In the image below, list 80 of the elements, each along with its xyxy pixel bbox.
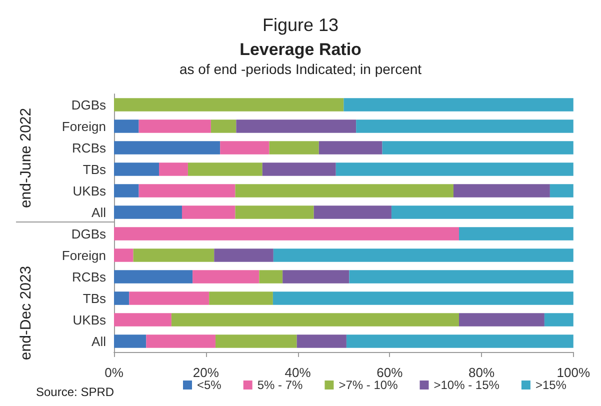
bar: [133, 248, 214, 262]
bar: [262, 162, 336, 176]
bar: [296, 334, 346, 348]
bar: [114, 206, 182, 219]
bar: [114, 334, 146, 348]
y-tick-label: UKBs: [72, 312, 106, 328]
chart-title: Leverage Ratio: [240, 40, 362, 59]
bar: [273, 248, 574, 262]
bar: [146, 334, 216, 348]
bar: [138, 184, 236, 198]
bar: [114, 227, 459, 240]
bar: [114, 141, 220, 154]
bar: [236, 120, 356, 133]
bar: [114, 248, 134, 262]
y-tick-label: RCBs: [72, 269, 106, 284]
bar: [114, 184, 139, 198]
bar: [216, 334, 297, 348]
bar: [114, 270, 193, 284]
bar: [235, 206, 314, 219]
bar: [114, 120, 139, 133]
x-tick-label: 0%: [104, 365, 124, 380]
y-tick-label: RCBs: [72, 140, 106, 156]
chart-subtitle: as of end -periods Indicated; in percent: [179, 61, 422, 77]
bar: [550, 184, 574, 198]
legend-label: >7% - 10%: [338, 378, 398, 392]
bar: [188, 162, 262, 176]
legend-label: <5%: [197, 378, 222, 392]
bar: [269, 141, 319, 154]
bar: [114, 162, 160, 176]
legend-label: 5% - 7%: [257, 378, 304, 392]
bar: [544, 313, 574, 326]
bar: [458, 313, 544, 326]
bar: [182, 206, 236, 219]
bar: [336, 162, 574, 176]
text: end-June 2022: [18, 108, 34, 208]
y-tick-label: TBs: [82, 290, 106, 306]
legend-label: >15%: [535, 378, 567, 392]
bar: [214, 248, 274, 262]
bar: [114, 292, 130, 305]
y-tick-label: All: [92, 334, 106, 349]
y-tick-label: UKBs: [72, 183, 106, 198]
caption: Figure 13: [262, 15, 339, 35]
source-note: Source: SPRD: [36, 385, 114, 399]
bar: [159, 162, 188, 176]
bar: [356, 120, 574, 133]
bar: [129, 292, 210, 305]
y-tick-label: Foreign: [62, 118, 106, 134]
bar: [220, 141, 270, 154]
bar: [453, 184, 550, 198]
bar: [171, 313, 459, 326]
y-tick-label: All: [92, 204, 106, 220]
bar: [235, 184, 454, 198]
bar: [209, 292, 273, 305]
x-tick-label: 80%: [468, 365, 495, 380]
y-tick-label: TBs: [82, 162, 106, 177]
y-tick-label: Foreign: [62, 248, 106, 263]
x-tick-label: 60%: [376, 365, 404, 380]
x-tick-label: 40%: [284, 365, 312, 380]
y-tick-label: DGBs: [71, 226, 106, 242]
bar: [259, 270, 283, 284]
bar: [318, 141, 382, 154]
bar: [391, 206, 574, 219]
y-tick-label: DGBs: [71, 97, 106, 112]
bar: [282, 270, 350, 284]
bar: [114, 98, 344, 112]
bar: [314, 206, 392, 219]
bar: [138, 120, 211, 133]
x-tick-label: 100%: [556, 365, 590, 380]
bar: [382, 141, 574, 154]
text: end-Dec 2023: [18, 266, 34, 360]
bar: [346, 334, 574, 348]
x-tick-label: 20%: [192, 365, 220, 380]
bar: [458, 227, 574, 240]
bar: [192, 270, 260, 284]
bar: [272, 292, 574, 305]
legend-label: >10% - 15%: [434, 378, 500, 392]
bar: [114, 313, 172, 326]
bar: [210, 120, 236, 133]
bar: [344, 98, 574, 112]
bar: [349, 270, 574, 284]
